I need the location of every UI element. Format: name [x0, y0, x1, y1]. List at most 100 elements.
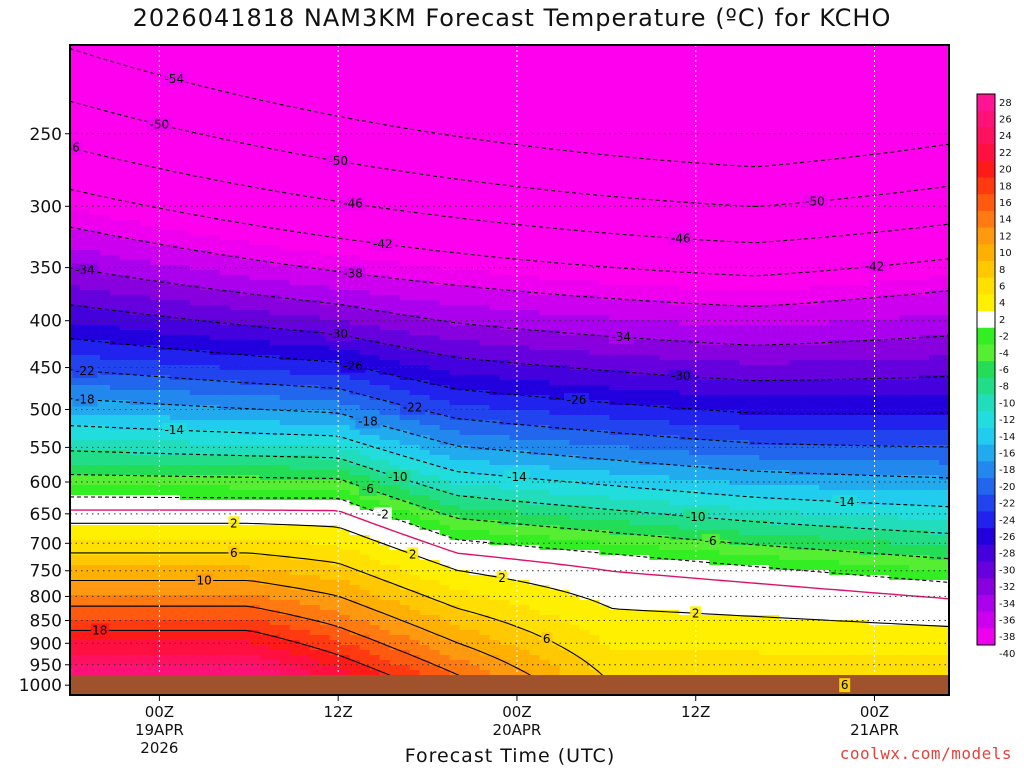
temperature-cell [209, 295, 221, 301]
temperature-cell [219, 400, 231, 406]
temperature-cell [119, 315, 131, 321]
temperature-cell [229, 590, 241, 596]
temperature-cell [149, 65, 161, 71]
temperature-cell [429, 105, 441, 111]
temperature-cell [399, 350, 411, 356]
temperature-cell [199, 295, 211, 301]
temperature-cell [299, 285, 311, 291]
temperature-cell [409, 520, 421, 526]
temperature-cell [99, 160, 111, 166]
temperature-cell [369, 465, 381, 471]
temperature-cell [179, 340, 191, 346]
temperature-cell [239, 515, 251, 521]
temperature-cell [419, 125, 431, 131]
temperature-cell [189, 85, 201, 91]
temperature-cell [209, 530, 221, 536]
temperature-cell [399, 490, 411, 496]
temperature-cell [159, 540, 171, 546]
temperature-cell [179, 330, 191, 336]
temperature-cell [359, 140, 371, 146]
temperature-cell [109, 145, 121, 151]
temperature-cell [199, 205, 211, 211]
temperature-cell [189, 135, 201, 141]
temperature-cell [439, 310, 451, 316]
temperature-cell [129, 385, 141, 391]
temperature-cell [399, 100, 411, 106]
temperature-cell [249, 570, 261, 576]
temperature-cell [159, 490, 171, 496]
temperature-cell [279, 180, 291, 186]
temperature-cell [189, 470, 201, 476]
temperature-cell [399, 45, 411, 51]
temperature-cell [329, 80, 341, 86]
temperature-cell [429, 370, 441, 376]
temperature-cell [269, 315, 281, 321]
temperature-cell [269, 95, 281, 101]
temperature-cell [79, 220, 91, 226]
temperature-cell [209, 670, 221, 676]
temperature-cell [379, 650, 391, 656]
temperature-cell [409, 350, 421, 356]
temperature-cell [129, 315, 141, 321]
temperature-cell [269, 515, 281, 521]
temperature-cell [199, 355, 211, 361]
temperature-cell [269, 425, 281, 431]
temperature-cell [429, 150, 441, 156]
temperature-cell [89, 570, 101, 576]
temperature-cell [299, 655, 311, 661]
temperature-cell [179, 420, 191, 426]
temperature-cell [219, 190, 231, 196]
temperature-cell [219, 270, 231, 276]
temperature-cell [279, 660, 291, 666]
temperature-cell [229, 605, 241, 611]
temperature-cell [389, 130, 401, 136]
temperature-cell [139, 615, 151, 621]
temperature-cell [209, 360, 221, 366]
temperature-cell [389, 330, 401, 336]
temperature-cell [339, 405, 351, 411]
temperature-cell [299, 210, 311, 216]
temperature-cell [309, 110, 321, 116]
temperature-cell [119, 135, 131, 141]
temperature-cell [79, 435, 91, 441]
temperature-cell [119, 340, 131, 346]
temperature-cell [289, 415, 301, 421]
temperature-cell [219, 605, 231, 611]
temperature-cell [119, 230, 131, 236]
temperature-cell [399, 455, 411, 461]
temperature-cell [269, 280, 281, 286]
temperature-cell [139, 585, 151, 591]
temperature-cell [189, 625, 201, 631]
temperature-cell [299, 215, 311, 221]
temperature-cell [129, 625, 141, 631]
temperature-cell [369, 410, 381, 416]
temperature-cell [129, 430, 141, 436]
temperature-cell [139, 240, 151, 246]
temperature-cell [369, 590, 381, 596]
temperature-cell [79, 445, 91, 451]
temperature-cell [319, 200, 331, 206]
temperature-cell [419, 50, 431, 56]
temperature-cell [269, 595, 281, 601]
temperature-cell [219, 560, 231, 566]
temperature-cell [249, 180, 261, 186]
temperature-cell [199, 465, 211, 471]
temperature-cell [239, 395, 251, 401]
temperature-cell [79, 70, 91, 76]
temperature-cell [429, 420, 441, 426]
temperature-cell [289, 180, 301, 186]
temperature-cell [429, 475, 441, 481]
temperature-cell [199, 110, 211, 116]
temperature-cell [119, 285, 131, 291]
temperature-cell [389, 55, 401, 61]
temperature-cell [439, 375, 451, 381]
temperature-cell [369, 70, 381, 76]
temperature-cell [159, 140, 171, 146]
temperature-cell [259, 480, 271, 486]
temperature-cell [359, 470, 371, 476]
temperature-cell [159, 285, 171, 291]
temperature-cell [189, 230, 201, 236]
temperature-cell [189, 285, 201, 291]
temperature-cell [329, 145, 341, 151]
temperature-cell [429, 75, 441, 81]
